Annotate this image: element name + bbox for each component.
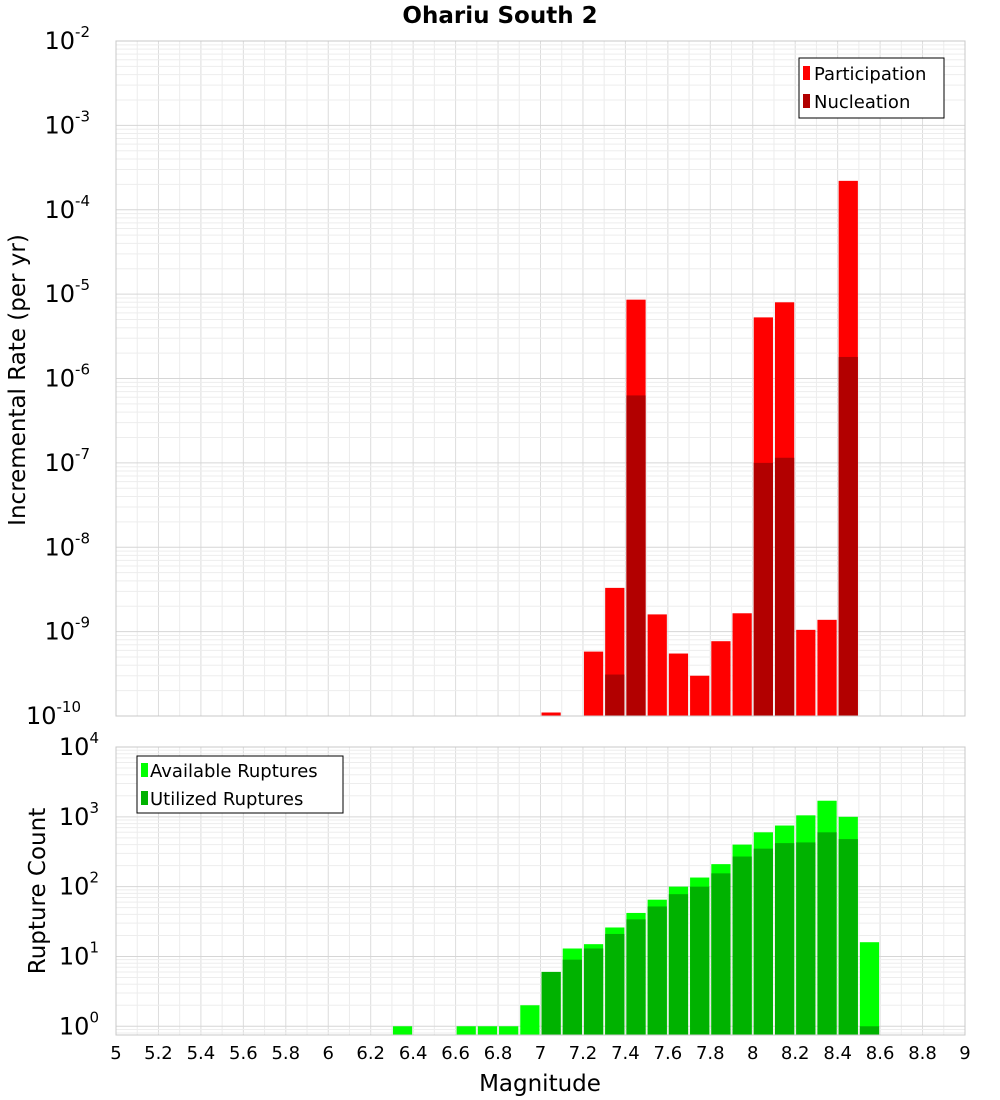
top-legend: Participation Nucleation xyxy=(798,57,945,119)
legend-label-participation: Participation xyxy=(814,64,926,85)
top-bar-primary xyxy=(668,653,689,716)
legend-swatch-utilized xyxy=(141,791,148,805)
top-bar-primary xyxy=(647,614,667,716)
legend-label-available: Available Ruptures xyxy=(150,761,318,782)
top-bar-secondary xyxy=(753,462,773,716)
x-tick-label: 8.2 xyxy=(781,1043,810,1064)
top-bar-primary xyxy=(541,712,561,716)
bottom-bar-secondary xyxy=(626,919,646,1035)
x-tick-label: 9 xyxy=(959,1043,970,1064)
top-y-tick-label: 10-2 xyxy=(44,23,90,55)
bottom-bar-secondary xyxy=(583,948,604,1035)
x-tick-label: 8.4 xyxy=(823,1043,852,1064)
bottom-bar-secondary xyxy=(668,894,689,1035)
top-bar-secondary xyxy=(838,356,858,716)
x-tick-label: 8.6 xyxy=(866,1043,895,1064)
top-bar-secondary xyxy=(626,395,646,716)
bottom-bar-secondary xyxy=(562,959,582,1035)
bottom-bar-secondary xyxy=(647,906,667,1035)
bottom-y-tick-label: 102 xyxy=(59,869,99,901)
x-axis-title: Magnitude xyxy=(479,1071,601,1097)
x-tick-label: 6.6 xyxy=(441,1043,470,1064)
top-y-tick-label: 10-9 xyxy=(44,614,90,646)
x-tick-label: 5.6 xyxy=(229,1043,258,1064)
bottom-legend-box xyxy=(136,755,344,814)
bottom-bar-primary xyxy=(859,942,880,1035)
x-tick-label: 6.2 xyxy=(356,1043,385,1064)
top-bar-primary xyxy=(690,675,710,716)
top-y-tick-label: 10-8 xyxy=(44,529,90,561)
bottom-bar-secondary xyxy=(732,856,752,1035)
bottom-y-tick-label: 101 xyxy=(59,938,99,970)
legend-swatch-participation xyxy=(803,66,810,80)
bottom-bar-secondary xyxy=(817,832,837,1035)
bottom-bar-secondary xyxy=(605,933,625,1035)
x-tick-label: 5.4 xyxy=(187,1043,216,1064)
bottom-y-tick-label: 104 xyxy=(59,729,99,761)
chart-title: Ohariu South 2 xyxy=(402,3,597,29)
x-tick-label: 7.8 xyxy=(696,1043,725,1064)
bottom-bar-secondary xyxy=(838,839,858,1035)
top-y-axis-title: Incremental Rate (per yr) xyxy=(5,234,31,526)
top-panel: 10-2 10-3 10-4 10-5 10-6 10-7 10-8 10-9 10-10 In… xyxy=(5,23,966,730)
bottom-plot-border xyxy=(115,746,966,1036)
legend-label-utilized: Utilized Ruptures xyxy=(150,789,303,810)
bottom-bar-primary xyxy=(499,1026,519,1035)
x-tick-label: 7.6 xyxy=(654,1043,683,1064)
top-plot-border xyxy=(115,40,966,717)
bottom-bar-primary xyxy=(456,1026,476,1035)
top-legend-box xyxy=(798,57,945,119)
bottom-bar-secondary xyxy=(774,843,795,1035)
x-tick-label: 8.8 xyxy=(908,1043,937,1064)
x-tick-label: 7 xyxy=(535,1043,546,1064)
top-bar-primary xyxy=(796,629,816,716)
top-y-tick-label: 10-10 xyxy=(26,698,81,730)
legend-swatch-nucleation xyxy=(803,94,810,108)
top-bar-secondary xyxy=(605,674,625,716)
x-ticks: 5 5.2 5.4 5.6 5.8 6 6.2 6.4 6.6 6.8 7 7.2 7.4 7.6 7.8 8… xyxy=(110,1043,970,1064)
bottom-bar-secondary xyxy=(796,842,816,1035)
top-bar-secondary xyxy=(774,457,795,716)
x-tick-label: 7.2 xyxy=(569,1043,598,1064)
top-grid xyxy=(116,41,965,716)
bottom-bar-secondary xyxy=(859,1026,880,1035)
top-y-tick-label: 10-6 xyxy=(44,361,90,393)
bottom-bar-primary xyxy=(392,1026,413,1035)
top-bars xyxy=(541,180,858,716)
bottom-panel: 104 103 102 101 100 5 5.2 5.4 5.6 5.8 6 6.2 6.4 6.6 6… xyxy=(25,729,971,1097)
top-y-tick-label: 10-5 xyxy=(44,276,90,308)
bottom-bars xyxy=(392,800,880,1035)
x-tick-label: 7.4 xyxy=(611,1043,640,1064)
bottom-legend: Available Ruptures Utilized Ruptures xyxy=(136,755,344,814)
x-tick-label: 5 xyxy=(110,1043,121,1064)
top-bar-primary xyxy=(732,613,752,716)
legend-swatch-available xyxy=(141,763,148,777)
top-y-tick-label: 10-4 xyxy=(44,192,90,224)
x-tick-label: 5.2 xyxy=(144,1043,173,1064)
bottom-bar-primary xyxy=(520,1005,540,1035)
bottom-y-tick-label: 103 xyxy=(59,799,99,831)
top-y-tick-label: 10-7 xyxy=(44,445,90,477)
x-tick-label: 5.8 xyxy=(271,1043,300,1064)
x-tick-label: 6.4 xyxy=(399,1043,428,1064)
x-tick-label: 6.8 xyxy=(484,1043,513,1064)
bottom-bar-secondary xyxy=(541,971,561,1035)
bottom-bar-secondary xyxy=(711,873,731,1035)
legend-label-nucleation: Nucleation xyxy=(814,92,910,113)
top-bar-primary xyxy=(817,619,837,716)
bottom-bar-secondary xyxy=(690,886,710,1035)
bottom-y-axis-title: Rupture Count xyxy=(25,808,51,974)
bottom-bar-secondary xyxy=(753,848,773,1035)
top-bar-primary xyxy=(711,641,731,716)
top-bar-primary xyxy=(583,651,604,716)
bottom-bar-primary xyxy=(477,1026,498,1035)
x-tick-label: 8 xyxy=(747,1043,758,1064)
bottom-y-ticks: 104 103 102 101 100 xyxy=(59,729,99,1040)
top-y-ticks: 10-2 10-3 10-4 10-5 10-6 10-7 10-8 10-9 10-10 xyxy=(26,23,90,730)
top-y-tick-label: 10-3 xyxy=(44,107,90,139)
x-tick-label: 6 xyxy=(323,1043,334,1064)
bottom-y-tick-label: 100 xyxy=(59,1008,99,1040)
